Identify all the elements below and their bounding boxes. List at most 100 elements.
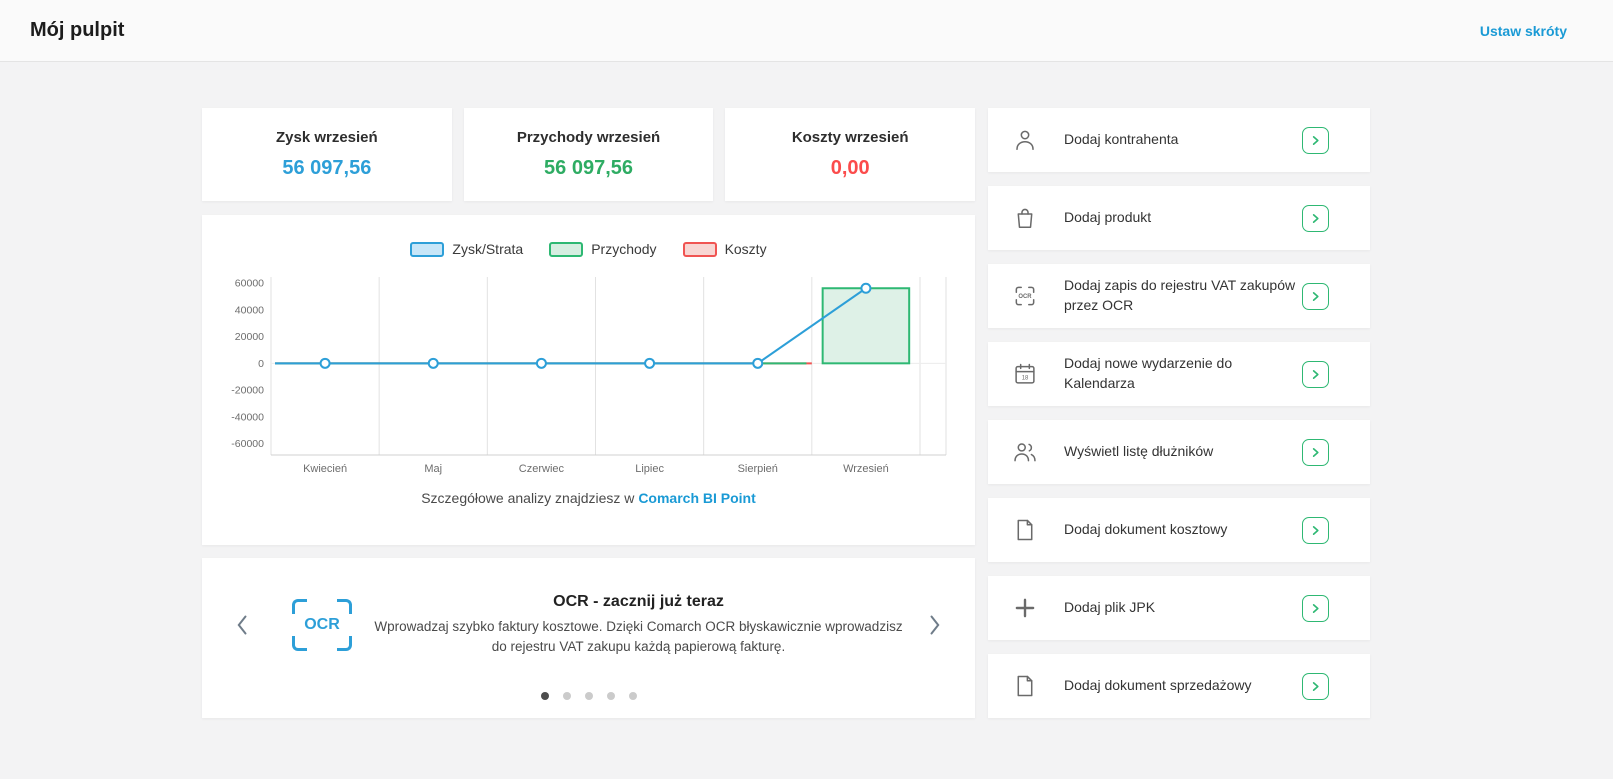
action-card-add-product[interactable]: Dodaj produkt bbox=[988, 186, 1370, 250]
dashboard-content: Zysk wrzesień 56 097,56 Przychody wrzesi… bbox=[0, 62, 1613, 718]
people-icon bbox=[1010, 439, 1040, 465]
ocr-icon-label: OCR bbox=[304, 616, 340, 633]
legend-item: Koszty bbox=[682, 241, 767, 257]
legend-item: Przychody bbox=[549, 241, 657, 257]
set-shortcuts-link[interactable]: Ustaw skróty bbox=[1479, 22, 1567, 39]
kpi-card-profit: Zysk wrzesień 56 097,56 bbox=[202, 108, 452, 201]
action-open-button[interactable] bbox=[1302, 282, 1329, 310]
calendar-icon: 18 bbox=[1010, 361, 1040, 387]
action-card-add-contractor[interactable]: Dodaj kontrahenta bbox=[988, 108, 1370, 172]
action-card-debtors-list[interactable]: Wyświetl listę dłużników bbox=[988, 420, 1370, 484]
plus-icon bbox=[1010, 595, 1040, 621]
chevron-right-icon bbox=[1312, 447, 1319, 457]
kpi-value: 56 097,56 bbox=[282, 157, 372, 179]
svg-text:Czerwiec: Czerwiec bbox=[519, 463, 565, 475]
carousel-dot[interactable] bbox=[606, 692, 615, 700]
action-open-button[interactable] bbox=[1302, 204, 1329, 232]
action-card-add-jpk-file[interactable]: Dodaj plik JPK bbox=[988, 576, 1370, 640]
svg-text:Wrzesień: Wrzesień bbox=[843, 463, 889, 475]
kpi-label: Koszty wrzesień bbox=[791, 129, 909, 146]
action-open-button[interactable] bbox=[1302, 672, 1329, 700]
action-label: Dodaj produkt bbox=[1064, 209, 1152, 226]
page-header: Mój pulpit Ustaw skróty bbox=[0, 0, 1613, 62]
svg-text:-20000: -20000 bbox=[231, 385, 264, 397]
svg-text:Lipiec: Lipiec bbox=[635, 463, 664, 475]
bag-icon bbox=[1010, 205, 1040, 231]
chevron-right-icon bbox=[1312, 525, 1319, 535]
main-column: Zysk wrzesień 56 097,56 Przychody wrzesi… bbox=[202, 108, 976, 718]
legend-swatch bbox=[549, 241, 584, 257]
carousel-dot[interactable] bbox=[584, 692, 593, 700]
chart-legend: Zysk/Strata Przychody Koszty bbox=[410, 241, 767, 257]
action-label: Dodaj dokument kosztowy bbox=[1064, 521, 1228, 538]
carousel-next-button[interactable] bbox=[925, 610, 945, 640]
action-open-button[interactable] bbox=[1302, 126, 1329, 154]
svg-text:Maj: Maj bbox=[424, 463, 442, 475]
action-open-button[interactable] bbox=[1302, 594, 1329, 622]
legend-label: Zysk/Strata bbox=[452, 241, 524, 257]
profit-chart: 60000 40000 20000 0 -20000 -40000 -60000 Kwieci… bbox=[231, 277, 947, 475]
carousel-title: OCR - zacznij już teraz bbox=[553, 593, 724, 611]
ocr-icon: OCR bbox=[292, 599, 352, 651]
action-card-add-calendar-event[interactable]: 18 Dodaj nowe wydarzenie do Kalendarza bbox=[988, 342, 1370, 406]
chart-footer-text: Szczegółowe analizy znajdziesz w bbox=[421, 490, 635, 506]
kpi-value: 0,00 bbox=[830, 157, 870, 179]
carousel-dot[interactable] bbox=[628, 692, 637, 700]
carousel-slide: OCR - zacznij już teraz Wprowadzaj szybk… bbox=[352, 593, 925, 656]
document-icon bbox=[1010, 517, 1040, 543]
carousel-prev-button[interactable] bbox=[232, 610, 252, 640]
action-label: Dodaj kontrahenta bbox=[1064, 131, 1179, 148]
carousel-dot[interactable] bbox=[562, 692, 571, 700]
svg-text:-60000: -60000 bbox=[231, 438, 264, 450]
svg-text:OCR: OCR bbox=[1018, 294, 1032, 300]
chevron-right-icon bbox=[1312, 681, 1319, 691]
chevron-right-icon bbox=[1312, 369, 1319, 379]
action-label: Dodaj zapis do rejestru VAT zakupów prze… bbox=[1064, 277, 1296, 313]
svg-text:60000: 60000 bbox=[235, 278, 264, 290]
svg-text:-40000: -40000 bbox=[231, 411, 264, 423]
action-card-add-cost-document[interactable]: Dodaj dokument kosztowy bbox=[988, 498, 1370, 562]
kpi-row: Zysk wrzesień 56 097,56 Przychody wrzesi… bbox=[202, 108, 976, 201]
kpi-label: Zysk wrzesień bbox=[275, 129, 378, 146]
kpi-label: Przychody wrzesień bbox=[516, 129, 661, 146]
chart-footer: Szczegółowe analizy znajdziesz w Comarch… bbox=[421, 490, 756, 506]
legend-label: Przychody bbox=[591, 241, 657, 257]
svg-text:40000: 40000 bbox=[235, 304, 264, 316]
chevron-right-icon bbox=[1312, 135, 1319, 145]
chevron-right-icon bbox=[1312, 213, 1319, 223]
quick-actions-column: Dodaj kontrahenta Dodaj produkt bbox=[988, 108, 1370, 718]
document-icon bbox=[1010, 673, 1040, 699]
kpi-card-costs: Koszty wrzesień 0,00 bbox=[725, 108, 976, 201]
action-label: Dodaj dokument sprzedażowy bbox=[1064, 677, 1252, 694]
bi-point-link[interactable]: Comarch BI Point bbox=[638, 490, 756, 506]
kpi-value: 56 097,56 bbox=[544, 157, 633, 179]
legend-swatch bbox=[682, 241, 717, 257]
action-open-button[interactable] bbox=[1302, 438, 1329, 466]
profit-chart-card: Zysk/Strata Przychody Koszty 60000 40000 200… bbox=[202, 215, 975, 545]
page-title: Mój pulpit bbox=[30, 19, 125, 41]
action-label: Dodaj nowe wydarzenie do Kalendarza bbox=[1064, 355, 1233, 391]
action-open-button[interactable] bbox=[1302, 360, 1329, 388]
carousel-description: Wprowadzaj szybko faktury kosztowe. Dzię… bbox=[374, 619, 903, 654]
action-card-add-sales-document[interactable]: Dodaj dokument sprzedażowy bbox=[988, 654, 1370, 718]
promo-carousel: OCR OCR - zacznij już teraz Wprowadzaj s… bbox=[202, 558, 975, 718]
action-label: Wyświetl listę dłużników bbox=[1064, 443, 1214, 460]
chevron-right-icon bbox=[930, 615, 940, 635]
chevron-left-icon bbox=[237, 615, 247, 635]
legend-label: Koszty bbox=[724, 241, 767, 257]
carousel-body: OCR OCR - zacznij już teraz Wprowadzaj s… bbox=[202, 558, 975, 692]
svg-text:0: 0 bbox=[258, 358, 264, 370]
action-card-add-vat-ocr[interactable]: OCR Dodaj zapis do rejestru VAT zakupów … bbox=[988, 264, 1370, 328]
chevron-right-icon bbox=[1312, 291, 1319, 301]
svg-text:Sierpień: Sierpień bbox=[738, 463, 778, 475]
chevron-right-icon bbox=[1312, 603, 1319, 613]
kpi-card-revenue: Przychody wrzesień 56 097,56 bbox=[463, 108, 714, 201]
carousel-dot[interactable] bbox=[540, 692, 549, 700]
svg-text:20000: 20000 bbox=[235, 331, 264, 343]
legend-item: Zysk/Strata bbox=[410, 241, 523, 257]
carousel-dots bbox=[202, 692, 975, 718]
svg-text:Kwiecień: Kwiecień bbox=[303, 463, 347, 475]
person-icon bbox=[1010, 127, 1040, 153]
legend-swatch bbox=[410, 241, 445, 257]
action-open-button[interactable] bbox=[1302, 516, 1329, 544]
